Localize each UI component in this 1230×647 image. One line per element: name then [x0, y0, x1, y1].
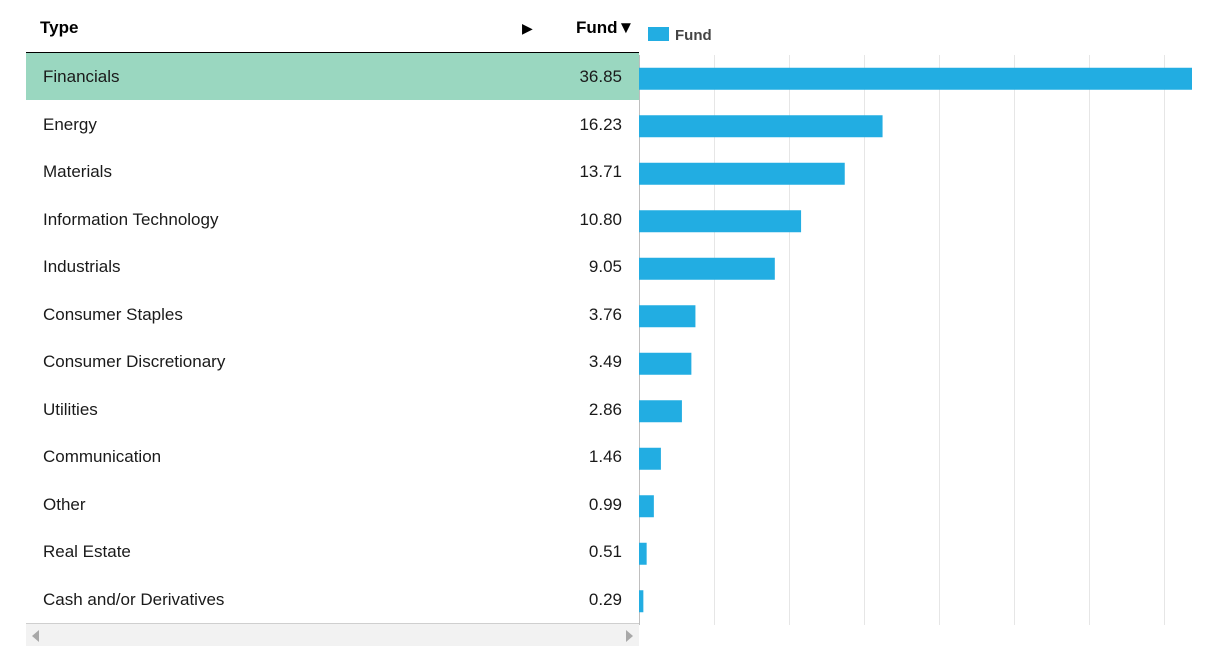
chart-plot-area [639, 55, 1192, 625]
table-row[interactable]: Energy 16.23 [26, 101, 639, 148]
row-fund-value: 0.99 [588, 494, 622, 514]
bar-materials[interactable] [639, 162, 845, 185]
bar-consumer-discretionary[interactable] [639, 352, 692, 375]
table-row[interactable]: Cash and/or Derivatives 0.29 [26, 576, 639, 623]
bar-utilities[interactable] [639, 400, 682, 423]
row-type-label: Consumer Staples [43, 304, 183, 324]
row-fund-value: 0.51 [588, 542, 622, 561]
row-type-label: Industrials [43, 257, 121, 276]
row-fund-value: 13.71 [579, 162, 622, 181]
table-row[interactable]: Industrials 9.05 [26, 243, 639, 290]
row-type-label: Financials [43, 67, 120, 86]
row-type-label: Materials [43, 162, 112, 181]
bar-communication[interactable] [639, 447, 661, 470]
scroll-right-icon[interactable] [626, 630, 633, 642]
row-fund-value: 16.23 [579, 114, 622, 134]
table-header: Type ▶ Fund▼ [26, 0, 639, 54]
column-header-type[interactable]: Type [40, 18, 79, 37]
bar-real-estate[interactable] [639, 542, 647, 565]
table-row[interactable]: Communication 1.46 [26, 433, 639, 480]
table-row[interactable]: Consumer Staples 3.76 [26, 291, 639, 338]
row-type-label: Communication [43, 447, 162, 466]
table-row[interactable]: Other 0.99 [26, 481, 639, 528]
bar-industrials[interactable] [639, 257, 775, 280]
table-row[interactable]: Financials 36.85 [26, 53, 639, 100]
bar-chart: Fund [639, 0, 1230, 647]
horizontal-scrollbar[interactable] [26, 623, 639, 646]
row-type-label: Other [43, 494, 86, 514]
allocation-table: Type ▶ Fund▼ Financials 36.85 Energy 16.23 M… [26, 0, 639, 647]
row-type-label: Energy [43, 114, 97, 134]
legend-swatch-fund [648, 27, 669, 41]
table-row[interactable]: Consumer Discretionary 3.49 [26, 338, 639, 385]
bar-energy[interactable] [639, 115, 883, 138]
bar-financials[interactable] [639, 67, 1192, 90]
bar-information-technology[interactable] [639, 210, 802, 233]
row-fund-value: 0.29 [588, 589, 622, 609]
legend-label-fund: Fund [675, 27, 712, 44]
table-row[interactable]: Utilities 2.86 [26, 386, 639, 433]
expand-arrow-icon[interactable]: ▶ [522, 20, 533, 36]
table-row[interactable]: Real Estate 0.51 [26, 528, 639, 575]
table-row[interactable]: Information Technology 10.80 [26, 196, 639, 243]
bar-other[interactable] [639, 495, 654, 518]
table-row[interactable]: Materials 13.71 [26, 148, 639, 195]
scroll-left-icon[interactable] [32, 630, 39, 642]
row-fund-value: 2.86 [588, 399, 622, 419]
bar-consumer-staples[interactable] [639, 305, 696, 328]
bar-cash-and-or-derivatives[interactable] [639, 590, 644, 613]
row-fund-value: 9.05 [588, 257, 622, 276]
row-fund-value: 3.76 [588, 304, 622, 324]
row-type-label: Information Technology [43, 209, 219, 229]
column-header-fund-sort[interactable]: Fund▼ [576, 18, 635, 37]
row-fund-value: 1.46 [588, 447, 622, 466]
row-type-label: Cash and/or Derivatives [43, 589, 225, 609]
row-fund-value: 10.80 [579, 209, 622, 229]
row-type-label: Real Estate [43, 542, 131, 561]
row-type-label: Consumer Discretionary [43, 352, 226, 371]
row-type-label: Utilities [43, 399, 98, 419]
row-fund-value: 36.85 [579, 67, 622, 86]
row-fund-value: 3.49 [588, 352, 622, 371]
